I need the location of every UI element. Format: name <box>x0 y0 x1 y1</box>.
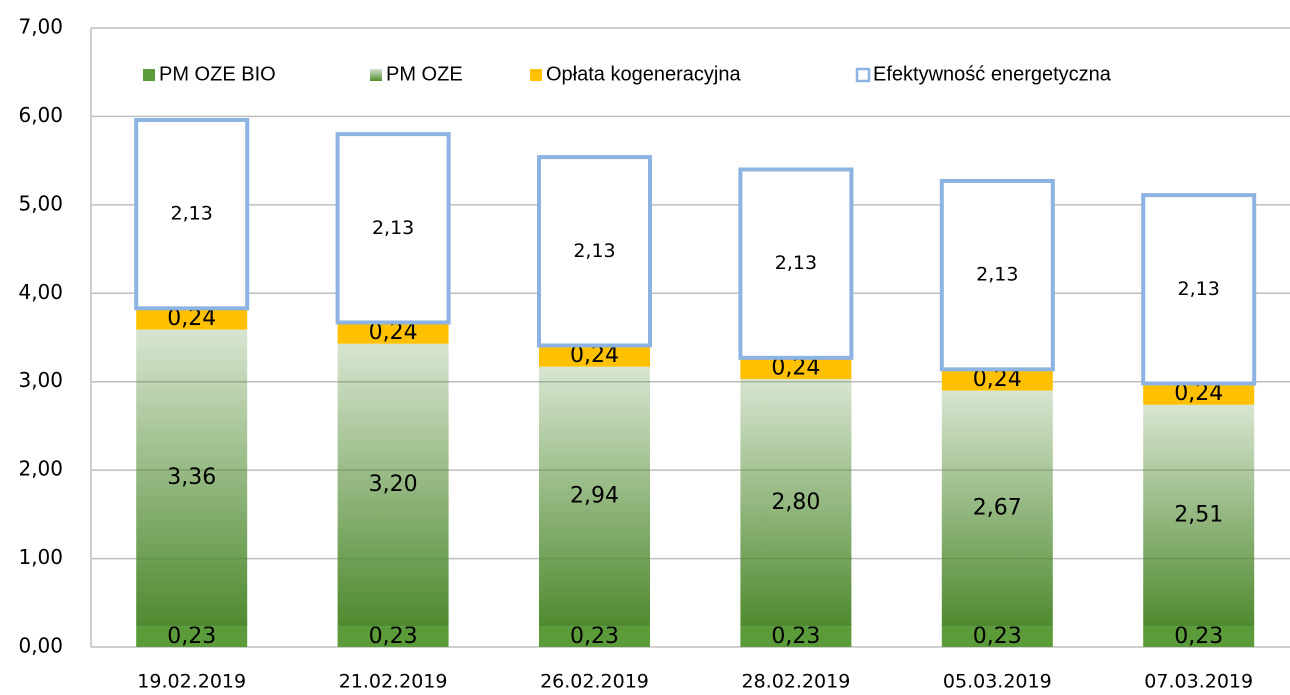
legend-label: Opłata kogeneracyjna <box>546 63 741 85</box>
bar-segment <box>941 626 1053 647</box>
legend-label: Efektywność energetyczna <box>873 63 1112 85</box>
data-label: 2,13 <box>1178 278 1220 300</box>
bar-segment <box>740 626 852 647</box>
bar-segment <box>537 155 652 348</box>
data-label: 3,20 <box>369 472 418 497</box>
bar-segment <box>335 132 451 325</box>
legend-label: PM OZE <box>386 63 463 85</box>
bar-segment <box>539 366 650 627</box>
x-tick-label: 07.03.2019 <box>1144 671 1253 693</box>
legend-swatch <box>855 67 871 83</box>
x-tick-label: 05.03.2019 <box>943 671 1052 693</box>
x-tick-label: 19.02.2019 <box>137 671 246 693</box>
data-label: 2,13 <box>573 240 615 262</box>
legend-label: PM OZE BIO <box>159 63 276 85</box>
bar-segment <box>1143 404 1255 627</box>
bar-segment <box>740 357 852 380</box>
data-label: 0,23 <box>973 624 1022 649</box>
bar-segment <box>337 343 449 627</box>
y-tick-label: 1,00 <box>18 545 63 569</box>
bar-segment <box>939 178 1055 372</box>
bar-segment <box>136 626 248 647</box>
bar-segment <box>337 626 449 647</box>
bar-segment <box>1143 383 1255 405</box>
legend-swatch <box>370 69 382 81</box>
bar-segment <box>539 626 650 647</box>
y-tick-label: 4,00 <box>18 280 63 304</box>
data-label: 2,13 <box>976 264 1018 286</box>
x-tick-label: 28.02.2019 <box>742 671 851 693</box>
data-label: 0,23 <box>771 624 820 649</box>
data-label: 2,13 <box>372 217 414 239</box>
data-label: 2,67 <box>973 496 1022 521</box>
data-label: 2,13 <box>775 252 817 274</box>
y-tick-label: 5,00 <box>18 191 63 215</box>
legend-swatch <box>143 69 155 81</box>
bar-segment <box>941 369 1053 391</box>
data-label: 0,23 <box>167 624 216 649</box>
bar-segment <box>134 117 250 311</box>
data-label: 2,51 <box>1174 503 1223 528</box>
y-tick-label: 7,00 <box>18 15 63 39</box>
data-label: 2,13 <box>171 203 213 225</box>
data-label: 2,94 <box>570 484 619 509</box>
y-tick-label: 6,00 <box>18 103 63 127</box>
data-label: 0,23 <box>369 624 418 649</box>
bar-segment <box>539 345 650 367</box>
x-tick-label: 21.02.2019 <box>339 671 448 693</box>
x-tick-label: 26.02.2019 <box>540 671 649 693</box>
bar-segment <box>1141 193 1257 386</box>
legend-swatch <box>530 69 542 81</box>
bar-segment <box>941 390 1053 627</box>
y-tick-label: 2,00 <box>18 457 63 481</box>
y-tick-label: 3,00 <box>18 368 63 392</box>
data-label: 2,80 <box>771 490 820 515</box>
y-tick-label: 0,00 <box>18 634 63 658</box>
bar-segment <box>136 308 248 330</box>
bar-segment <box>1143 626 1255 647</box>
data-label: 0,23 <box>570 624 619 649</box>
bar-segment <box>738 167 854 360</box>
bar-segment <box>136 329 248 627</box>
data-label: 0,23 <box>1174 624 1223 649</box>
data-label: 3,36 <box>167 465 216 490</box>
bar-segment <box>337 322 449 344</box>
bar-segment <box>740 379 852 627</box>
